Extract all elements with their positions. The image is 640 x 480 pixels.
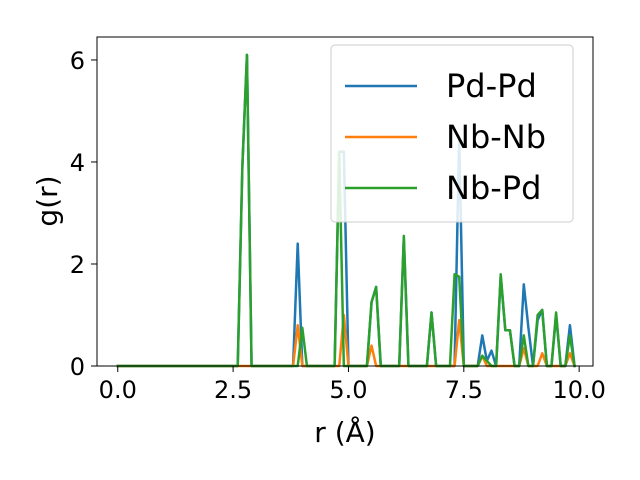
series-line-nb-nb	[116, 313, 577, 368]
y-tick-label: 0	[70, 353, 85, 381]
x-tick-label: 7.5	[445, 376, 483, 404]
axes-frame	[96, 36, 594, 367]
legend-label-nb-nb: Nb-Nb	[446, 118, 546, 156]
legend-box	[330, 44, 574, 223]
x-tick-label: 5.0	[329, 376, 367, 404]
y-axis-ticks: 0 2 4 6	[70, 47, 97, 381]
x-tick-label: 2.5	[214, 376, 252, 404]
y-tick-label: 6	[70, 47, 85, 75]
y-tick-label: 2	[70, 251, 85, 279]
y-tick-label: 4	[70, 149, 85, 177]
legend-label-pd-pd: Pd-Pd	[446, 67, 537, 105]
y-axis-label: g(r)	[31, 175, 64, 226]
x-tick-label: 0.0	[99, 376, 137, 404]
x-axis-ticks: 0.0 2.5 5.0 7.5 10.0	[99, 366, 606, 404]
x-tick-label: 10.0	[552, 376, 605, 404]
legend: Pd-Pd Nb-Nb Nb-Pd	[330, 44, 574, 223]
legend-label-nb-pd: Nb-Pd	[446, 169, 541, 207]
x-axis-label: r (Å)	[314, 415, 375, 449]
